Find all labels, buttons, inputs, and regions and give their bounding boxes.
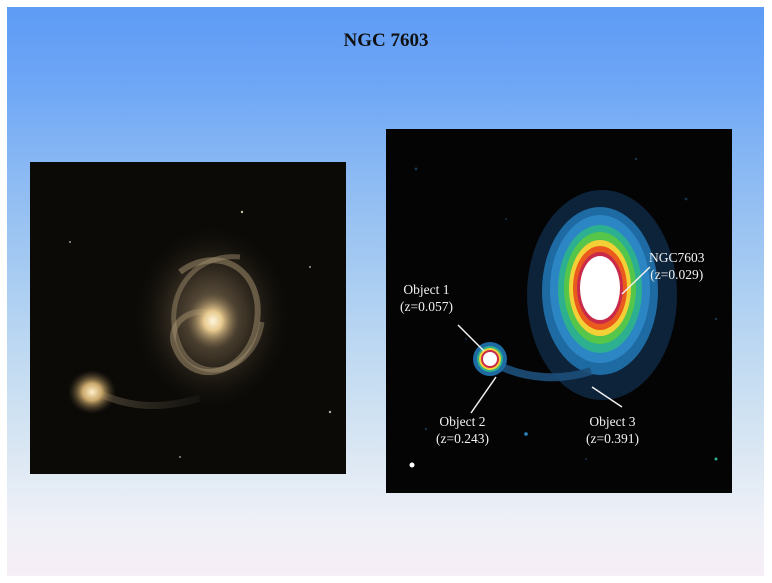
ngc7603-redshift: (z=0.029): [650, 267, 704, 282]
optical-galaxy-image: [30, 162, 346, 474]
object2-name: Object 2: [439, 414, 486, 429]
label-object2: Object 2 (z=0.243): [436, 413, 489, 447]
object3-name: Object 3: [589, 414, 636, 429]
object2-redshift: (z=0.243): [436, 431, 489, 446]
object3-redshift: (z=0.391): [586, 431, 639, 446]
slide-title: NGC 7603: [343, 30, 429, 51]
object1-redshift: (z=0.057): [400, 299, 453, 314]
false-color-galaxy-image: NGC7603 (z=0.029) Object 1 (z=0.057) Obj…: [386, 129, 732, 493]
label-ngc7603: NGC7603 (z=0.029): [649, 249, 705, 283]
label-object3: Object 3 (z=0.391): [586, 413, 639, 447]
label-object1: Object 1 (z=0.057): [400, 281, 453, 315]
ngc7603-name: NGC7603: [649, 250, 705, 265]
object1-name: Object 1: [403, 282, 450, 297]
